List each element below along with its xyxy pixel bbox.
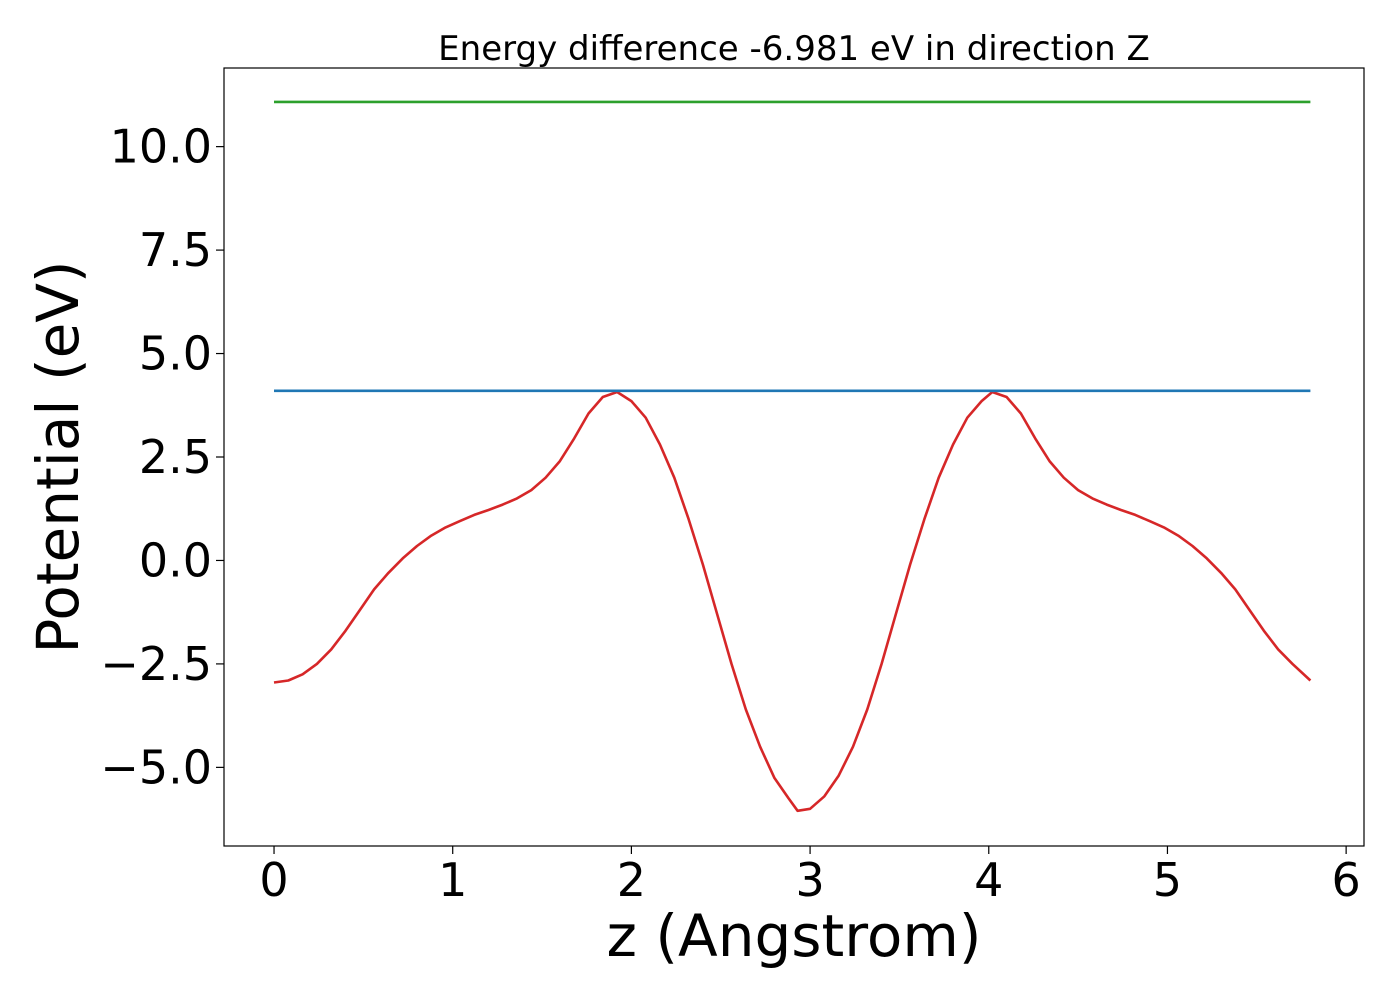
x-tick-label: 0 [259, 853, 288, 907]
y-axis-ticks: −5.0 −2.5 0.0 2.5 5.0 7.5 10.0 [100, 120, 224, 794]
x-axis-ticks: 0 1 2 3 4 5 6 [259, 846, 1361, 907]
x-axis-label: z (Angstrom) [607, 902, 982, 970]
x-tick-label: 4 [974, 853, 1003, 907]
y-tick-label: −5.0 [100, 740, 212, 794]
x-tick-label: 1 [438, 853, 467, 907]
plot-area: 0 1 2 3 4 5 6 −5.0 −2.5 0.0 2.5 5.0 7.5 10.0 [100, 67, 1365, 907]
x-tick-label: 5 [1153, 853, 1182, 907]
y-axis-label: Potential (eV) [24, 260, 92, 653]
y-tick-label: −2.5 [100, 637, 212, 691]
x-tick-label: 6 [1331, 853, 1360, 907]
y-tick-label: 0.0 [139, 533, 212, 587]
series-group [273, 100, 1312, 813]
y-tick-label: 2.5 [139, 430, 212, 484]
y-tick-label: 7.5 [139, 223, 212, 277]
chart-title: Energy difference -6.981 eV in direction… [438, 29, 1150, 69]
series-line-0 [273, 390, 1312, 813]
x-tick-label: 2 [617, 853, 646, 907]
y-tick-label: 10.0 [110, 120, 212, 174]
y-tick-label: 5.0 [139, 327, 212, 381]
x-tick-label: 3 [795, 853, 824, 907]
